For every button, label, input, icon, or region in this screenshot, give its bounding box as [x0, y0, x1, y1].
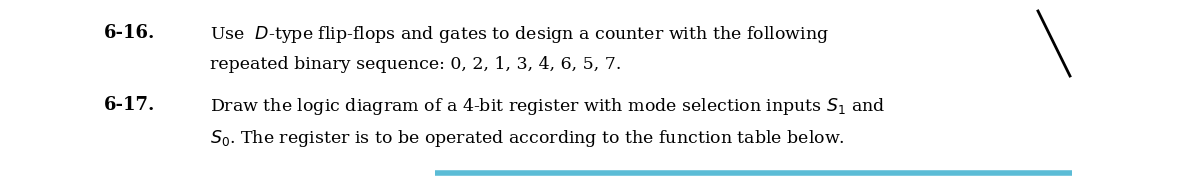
Text: repeated binary sequence: 0, 2, 1, 3, 4, 6, 5, 7.: repeated binary sequence: 0, 2, 1, 3, 4,… [210, 56, 622, 73]
Text: Draw the logic diagram of a 4-bit register with mode selection inputs $S_1$ and: Draw the logic diagram of a 4-bit regist… [210, 96, 886, 117]
Text: 6-16.: 6-16. [103, 24, 155, 42]
Text: 6-17.: 6-17. [103, 96, 155, 114]
Text: $S_0$. The register is to be operated according to the function table below.: $S_0$. The register is to be operated ac… [210, 128, 845, 149]
Text: Use  $D$-type flip-flops and gates to design a counter with the following: Use $D$-type flip-flops and gates to des… [210, 24, 829, 45]
